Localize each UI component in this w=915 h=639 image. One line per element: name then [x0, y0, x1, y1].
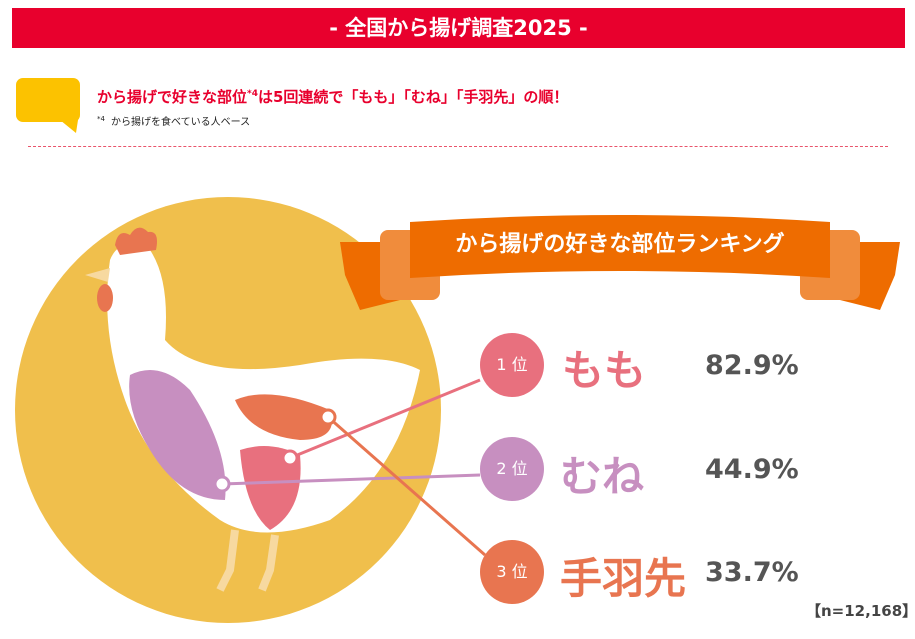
headline: から揚げで好きな部位*4は5回連続で「もも」「むね」「手羽先」の順！ [97, 88, 569, 106]
divider [28, 146, 888, 147]
rank-percent-1: 82.9% [705, 350, 799, 381]
speech-bubble-icon [16, 78, 80, 133]
rank-part-1: もも [562, 346, 647, 395]
footnote: *4 から揚げを食べている人ベース [97, 114, 251, 128]
rank-percent-3: 33.7% [705, 557, 799, 588]
rank-badge-1: 1 位 [480, 333, 544, 397]
sample-size: 【n=12,168】 [806, 602, 915, 620]
rank-badge-3: 3 位 [480, 540, 544, 604]
rank-part-3: 手羽先 [560, 554, 687, 603]
chicken-illustration [15, 197, 900, 623]
ribbon-title: から揚げの好きな部位ランキング [455, 232, 785, 257]
page-header: - 全国から揚げ調査2025 - [12, 8, 905, 48]
rank-percent-2: 44.9% [705, 454, 799, 485]
rank-part-2: むね [560, 452, 645, 501]
rank-badge-2: 2 位 [480, 437, 544, 501]
